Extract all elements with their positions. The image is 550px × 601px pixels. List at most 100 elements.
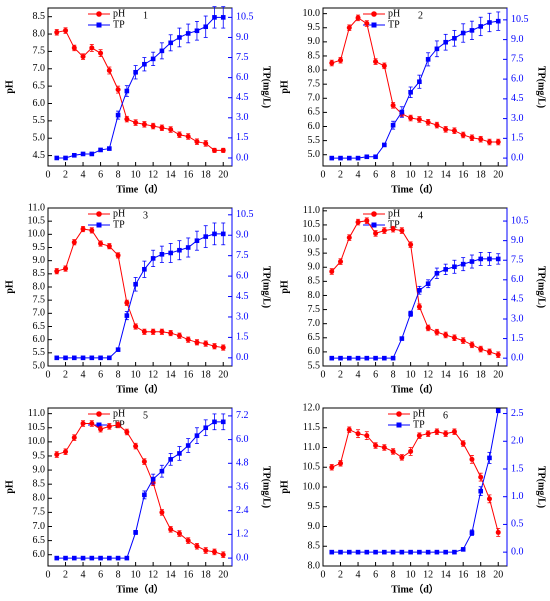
x-tick-label: 4 [81, 369, 86, 380]
x-tick-label: 8 [391, 569, 396, 580]
data-point [434, 429, 440, 435]
y2-tick-label: 1.5 [511, 133, 524, 144]
x-tick-label: 16 [183, 569, 193, 580]
legend-marker [371, 11, 377, 17]
data-point [469, 259, 475, 264]
x-tick-label: 2 [338, 369, 343, 380]
data-point [425, 325, 431, 331]
data-point [141, 459, 147, 465]
data-point [346, 427, 352, 433]
y-axis-label: pH [279, 280, 290, 294]
data-point [338, 460, 344, 466]
y2-tick-label: 1.5 [236, 132, 249, 143]
data-point [452, 549, 457, 555]
x-tick-label: 6 [98, 569, 103, 580]
y2-tick-label: 4.5 [236, 92, 249, 103]
data-point [390, 102, 396, 108]
x-tick-label: 6 [373, 569, 378, 580]
y-tick-label: 11.0 [28, 202, 45, 213]
data-point [54, 355, 60, 361]
data-point [71, 435, 77, 441]
data-point [80, 54, 86, 60]
data-point [346, 355, 352, 361]
series-line [331, 429, 499, 533]
data-point [487, 20, 492, 25]
y2-tick-label: 4.5 [511, 294, 524, 305]
data-point [364, 433, 370, 439]
y-tick-label: 6.5 [308, 107, 321, 118]
data-point [329, 60, 335, 66]
data-point [355, 15, 361, 21]
data-point [364, 218, 370, 224]
panel-label: 3 [143, 210, 148, 221]
data-point [54, 29, 60, 35]
data-point [452, 35, 457, 41]
legend-label: pH [388, 8, 400, 19]
data-point [168, 127, 174, 133]
y-tick-label: 5.5 [33, 115, 46, 126]
data-point [220, 15, 226, 20]
y2-tick-label: 3.0 [236, 311, 249, 322]
x-tick-label: 20 [218, 369, 228, 380]
y-tick-label: 8.0 [308, 560, 321, 571]
x-tick-label: 14 [166, 369, 176, 380]
data-point [107, 555, 112, 561]
legend-marker [96, 211, 102, 217]
data-point [98, 355, 103, 361]
legend-marker [96, 222, 102, 228]
y2-tick-label: 6.0 [236, 434, 249, 445]
y-tick-label: 5.5 [308, 360, 321, 371]
x-axis-label: Time（d） [391, 182, 439, 195]
data-point [211, 147, 217, 153]
legend-marker [371, 222, 377, 228]
data-point [373, 549, 378, 555]
data-point [469, 28, 475, 33]
x-tick-label: 8 [116, 369, 121, 380]
x-tick-label: 10 [406, 169, 416, 180]
data-point [425, 549, 431, 555]
legend-marker [96, 411, 102, 417]
panel: 0 2 4 6 8 10 12 14 16 18 20 6.0 6.5 7.0 7.5 8.0 8.5 9.0 9.… [4, 407, 272, 595]
y-tick-label: 9.0 [33, 255, 46, 266]
data-point [220, 231, 226, 237]
x-tick-label: 10 [131, 369, 141, 380]
y-tick-label: 7.5 [308, 78, 321, 89]
x-tick-label: 20 [218, 569, 228, 580]
y2-axis-label: TP(mg/L) [261, 466, 272, 508]
x-tick-label: 10 [406, 369, 416, 380]
panel-label: 5 [143, 410, 148, 421]
data-point [443, 126, 449, 132]
data-point [478, 474, 484, 480]
data-point [408, 89, 413, 95]
data-point [185, 443, 191, 448]
data-point [220, 552, 226, 558]
y2-tick-label: 1.5 [511, 333, 524, 344]
data-point [168, 457, 173, 462]
data-point [176, 333, 182, 339]
data-point [71, 239, 77, 245]
y2-tick-label: 7.5 [511, 255, 524, 266]
data-point [390, 355, 396, 361]
data-point [478, 488, 484, 494]
data-point [364, 355, 370, 361]
data-point [495, 352, 501, 358]
data-point [451, 335, 457, 341]
y2-axis-label: TP(mg/L) [261, 266, 272, 308]
series-line [56, 233, 224, 359]
data-point [71, 152, 77, 158]
x-tick-label: 20 [493, 169, 503, 180]
data-point [115, 422, 121, 428]
y-tick-label: 8.0 [33, 28, 46, 39]
data-point [390, 448, 396, 454]
data-point [478, 346, 484, 352]
panel: 0 2 4 6 8 10 12 14 16 18 20 5.5 6.0 6.5 7.0 7.5 8.0 8.5 9.… [279, 205, 546, 395]
data-point [159, 125, 165, 131]
data-point [399, 454, 405, 460]
data-point [194, 28, 200, 34]
data-point [373, 59, 379, 65]
data-point [124, 313, 130, 318]
y-tick-label: 7.0 [308, 318, 321, 329]
data-point [80, 355, 86, 361]
y-tick-label: 6.0 [308, 121, 321, 132]
panel-label: 2 [418, 10, 423, 21]
